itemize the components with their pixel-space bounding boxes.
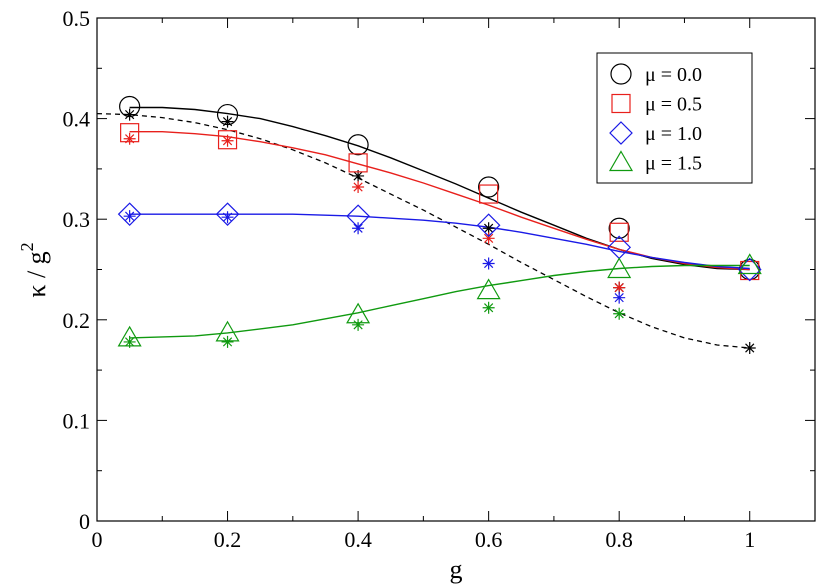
- legend-label-0: μ = 0.0: [645, 64, 702, 86]
- legend-marker-2: [609, 121, 633, 145]
- data-point-series-0-3: [478, 176, 500, 198]
- dashed-reference-curve: [96, 112, 750, 349]
- star-point-series-1-3: [482, 232, 495, 245]
- star-point-series-0-3: [482, 222, 495, 235]
- star-point-series-2-0: [123, 210, 136, 223]
- x-tick-label: 0.6: [475, 527, 503, 552]
- x-tick-label: 0.8: [605, 527, 633, 552]
- data-point-series-0-1: [216, 103, 239, 126]
- data-point-series-0-4: [608, 217, 630, 239]
- star-point-series-1-0: [123, 132, 136, 145]
- data-point-series-2-3: [476, 213, 501, 238]
- y-tick-label: 0.2: [63, 308, 91, 333]
- fit-curve-series-3: [129, 264, 750, 339]
- data-point-series-3-4: [607, 257, 632, 279]
- legend-marker-1: [611, 93, 631, 114]
- data-point-series-1-4: [609, 222, 629, 242]
- x-tick-label: 0: [92, 527, 103, 552]
- legend-label-2: μ = 1.0: [645, 123, 702, 145]
- legend-marker-0: [610, 63, 632, 85]
- star-point-series-2-4: [613, 291, 626, 304]
- y-tick-label: 0.4: [63, 107, 91, 132]
- star-point-series-3-3: [482, 301, 495, 314]
- data-point-series-3-3: [476, 278, 501, 300]
- axes: 0 0.2 0.4 0.6 0.8 1 0 0.1 0.2 0.3 0.4 0.5: [63, 6, 816, 552]
- data-point-series-2-0: [117, 202, 142, 227]
- data-point-series-0-0: [119, 95, 141, 118]
- x-axis-title: g: [450, 555, 463, 584]
- legend-label-1: μ = 0.5: [645, 94, 702, 116]
- data-point-series-0-2: [347, 134, 369, 156]
- data-point-series-2-1: [215, 202, 240, 227]
- data-point-series-1-3: [479, 184, 499, 204]
- y-tick-label: 0.1: [63, 408, 91, 433]
- y-tick-label: 0.3: [63, 207, 91, 232]
- star-point-series-0-2: [352, 169, 365, 182]
- data-point-series-3-2: [346, 302, 371, 324]
- data-point-series-3-0: [117, 325, 142, 347]
- star-point-series-3-4: [613, 307, 626, 320]
- x-tick-label: 0.2: [214, 527, 242, 552]
- star-point-series-1-4: [613, 281, 626, 294]
- data-point-series-3-5: [737, 253, 762, 275]
- star-point-series-2-1: [221, 211, 234, 224]
- legend: μ = 0.0 μ = 0.5 μ = 1.0 μ = 1.5: [596, 52, 753, 184]
- x-tick-label: 0.4: [344, 527, 372, 552]
- star-point-series-2-3: [482, 257, 495, 270]
- y-axis-title-sup: 2: [17, 242, 37, 251]
- star-point-series-1-1: [221, 134, 234, 147]
- star-point-series-3-2: [352, 318, 365, 331]
- data-point-series-1-1: [217, 130, 238, 150]
- star-point-series-0-0: [123, 108, 136, 121]
- legend-label-3: μ = 1.5: [645, 153, 702, 175]
- star-point-series-0-1: [221, 115, 234, 128]
- x-tick-label: 1: [744, 527, 755, 552]
- star-point-series-2-2: [352, 222, 365, 235]
- data-point-series-2-5: [737, 257, 762, 282]
- data-point-series-1-0: [120, 123, 140, 143]
- y-tick-label: 0.5: [63, 6, 91, 31]
- y-tick-label: 0: [79, 509, 90, 534]
- plot-area: [96, 95, 762, 354]
- data-point-series-1-2: [348, 153, 368, 173]
- star-point-series-1-2: [352, 181, 365, 194]
- data-point-series-3-1: [215, 320, 240, 342]
- legend-box: [596, 52, 753, 184]
- legend-marker-3: [608, 150, 634, 172]
- star-point-series-3-0: [123, 335, 136, 348]
- fit-curve-series-2: [129, 213, 750, 270]
- y-axis-title-main: κ / g: [22, 251, 51, 297]
- star-point-series-3-1: [221, 335, 234, 348]
- y-axis-title-group: κ / g2: [17, 242, 51, 297]
- y-axis-title: κ / g2: [17, 242, 51, 297]
- star-point-series-0-5: [743, 341, 756, 354]
- data-point-series-2-2: [346, 204, 370, 229]
